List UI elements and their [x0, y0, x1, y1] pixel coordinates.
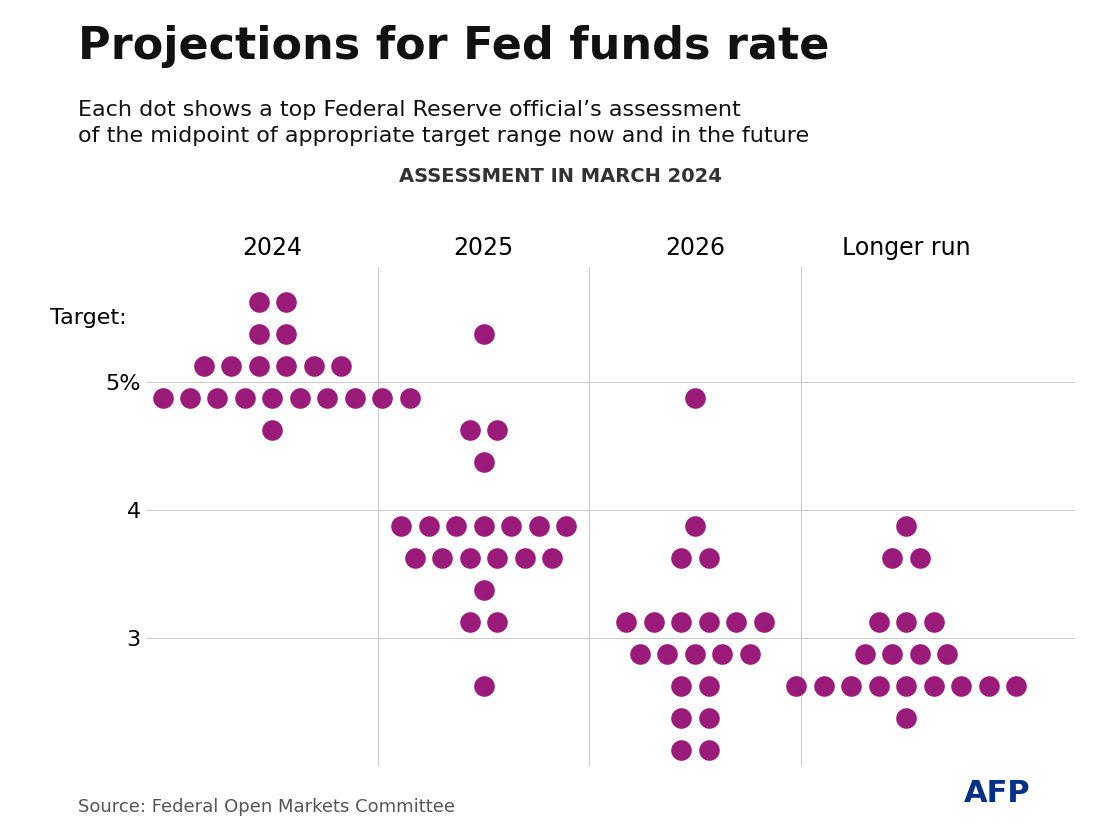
Point [672, 711, 690, 725]
Point [250, 327, 268, 341]
Point [502, 520, 520, 533]
Point [291, 392, 309, 405]
Point [153, 392, 171, 405]
Point [488, 423, 506, 436]
Point [401, 392, 419, 405]
Point [475, 680, 493, 693]
Point [741, 647, 759, 661]
Point [263, 392, 281, 405]
Point [685, 520, 703, 533]
Point [672, 744, 690, 757]
Point [939, 647, 956, 661]
Point [250, 295, 268, 308]
Point [557, 520, 575, 533]
Point [1007, 680, 1025, 693]
Point [884, 647, 902, 661]
Text: ASSESSMENT IN MARCH 2024: ASSESSMENT IN MARCH 2024 [399, 167, 721, 186]
Point [305, 359, 323, 372]
Point [543, 551, 561, 565]
Point [700, 551, 718, 565]
Point [856, 647, 874, 661]
Point [475, 456, 493, 469]
Point [727, 616, 745, 629]
Point [516, 551, 534, 565]
Point [897, 711, 915, 725]
Point [700, 616, 718, 629]
Point [236, 392, 254, 405]
Point [407, 551, 424, 565]
Point [461, 616, 479, 629]
Point [897, 616, 915, 629]
Point [672, 616, 690, 629]
Point [980, 680, 998, 693]
Point [475, 583, 493, 596]
Point [870, 680, 888, 693]
Point [685, 647, 703, 661]
Point [700, 680, 718, 693]
Point [263, 423, 281, 436]
Point [461, 423, 479, 436]
Point [433, 551, 451, 565]
Text: Each dot shows a top Federal Reserve official’s assessment
of the midpoint of ap: Each dot shows a top Federal Reserve off… [78, 100, 810, 147]
Point [631, 647, 648, 661]
Point [672, 680, 690, 693]
Point [373, 392, 391, 405]
Point [897, 520, 915, 533]
Point [277, 359, 295, 372]
Point [672, 551, 690, 565]
Point [842, 680, 860, 693]
Point [870, 616, 888, 629]
Point [787, 680, 805, 693]
Point [700, 744, 718, 757]
Text: 2025: 2025 [454, 236, 514, 260]
Point [952, 680, 970, 693]
Text: Projections for Fed funds rate: Projections for Fed funds rate [78, 25, 830, 68]
Point [277, 327, 295, 341]
Point [685, 392, 703, 405]
Point [392, 520, 410, 533]
Point [925, 680, 943, 693]
Point [250, 359, 268, 372]
Point [488, 616, 506, 629]
Text: 2026: 2026 [665, 236, 725, 260]
Point [925, 616, 943, 629]
Point [318, 392, 336, 405]
Text: Longer run: Longer run [842, 236, 971, 260]
Point [645, 616, 663, 629]
Point [488, 551, 506, 565]
Point [617, 616, 635, 629]
Text: 2024: 2024 [242, 236, 302, 260]
Point [475, 520, 493, 533]
Point [208, 392, 226, 405]
Point [897, 680, 915, 693]
Point [475, 327, 493, 341]
Point [332, 359, 349, 372]
Text: Target:: Target: [50, 308, 127, 328]
Point [181, 392, 199, 405]
Point [461, 551, 479, 565]
Text: AFP: AFP [964, 779, 1030, 808]
Point [659, 647, 676, 661]
Point [755, 616, 773, 629]
Point [530, 520, 548, 533]
Point [700, 711, 718, 725]
Point [127, 392, 144, 405]
Point [195, 359, 213, 372]
Point [222, 359, 240, 372]
Point [420, 520, 438, 533]
Point [277, 295, 295, 308]
Point [884, 551, 902, 565]
Point [447, 520, 465, 533]
Point [713, 647, 731, 661]
Text: Source: Federal Open Markets Committee: Source: Federal Open Markets Committee [78, 798, 456, 816]
Point [815, 680, 833, 693]
Point [346, 392, 364, 405]
Point [911, 551, 928, 565]
Point [911, 647, 928, 661]
